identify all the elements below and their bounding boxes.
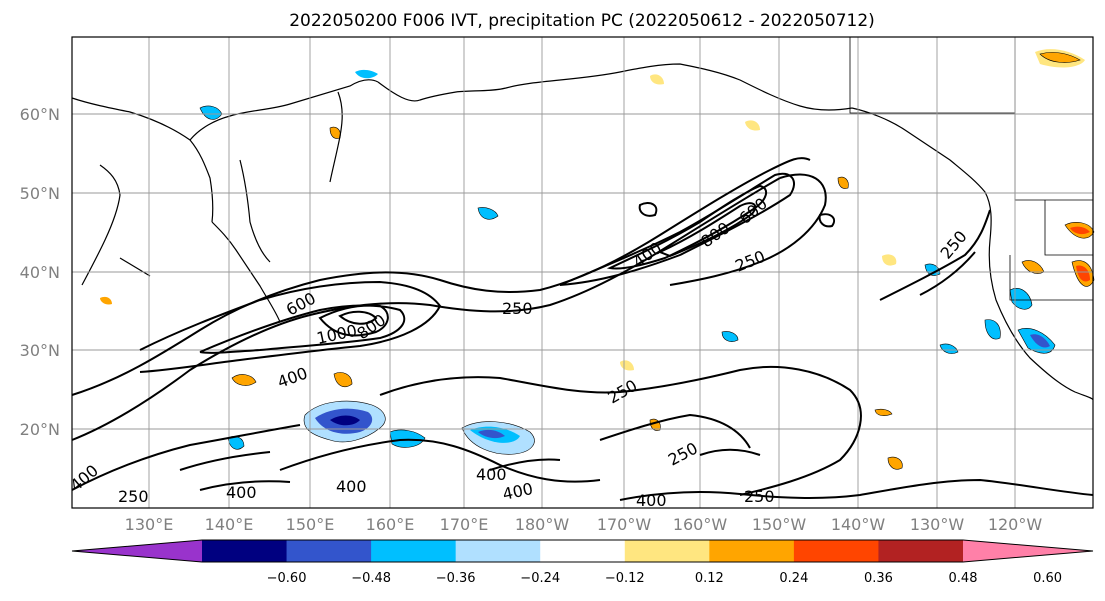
figure-title: 2022050200 F006 IVT, precipitation PC (2…	[289, 11, 875, 31]
colorbar-tick-label: −0.60	[267, 571, 307, 586]
colorbar-tick-label: 0.24	[779, 571, 808, 586]
longitude-label: 170°E	[440, 515, 489, 534]
colorbar-bin	[202, 540, 288, 562]
longitude-label: 150°E	[286, 515, 335, 534]
precipitation-shading	[100, 49, 1095, 470]
map-frame	[71, 36, 1094, 509]
longitude-label: 120°W	[988, 515, 1043, 534]
contour-label: 400	[336, 477, 367, 496]
contour-label: 250	[744, 487, 775, 506]
colorbar-bin	[540, 540, 626, 562]
colorbar-outline	[71, 539, 1094, 563]
colorbar-bin	[709, 540, 795, 562]
contour-label: 250	[118, 487, 149, 506]
latitude-label: 20°N	[20, 420, 60, 439]
colorbar-bin	[878, 540, 964, 562]
ocean-background	[72, 37, 1093, 508]
contour-label: 400	[476, 465, 507, 484]
colorbar-bin	[455, 540, 541, 562]
colorbar-tick-labels: −0.60 −0.48 −0.36 −0.24 −0.12 0.12 0.24 0.36 0.4…	[267, 571, 1062, 586]
colorbar-tick-label: −0.24	[520, 571, 560, 586]
contour-label: 400	[226, 483, 257, 502]
contour-label: 250	[502, 299, 533, 318]
colorbar-extend-max	[963, 540, 1093, 562]
latitude-label: 40°N	[20, 263, 60, 282]
latitude-label: 50°N	[20, 184, 60, 203]
longitude-label: 150°W	[752, 515, 807, 534]
colorbar	[71, 539, 1094, 563]
colorbar-bin	[286, 540, 372, 562]
latitude-label: 60°N	[20, 105, 60, 124]
colorbar-extend-min	[72, 540, 202, 562]
colorbar-tick-label: 0.36	[864, 571, 893, 586]
colorbar-tick-label: −0.48	[351, 571, 391, 586]
longitude-label: 160°W	[673, 515, 728, 534]
colorbar-tick-label: −0.36	[436, 571, 476, 586]
longitude-label: 140°E	[205, 515, 254, 534]
colorbar-bin	[371, 540, 457, 562]
contour-label: 400	[636, 491, 667, 510]
colorbar-bin	[624, 540, 710, 562]
ivt-contours	[71, 157, 1094, 501]
graticule	[72, 37, 1093, 508]
longitude-label: 160°E	[366, 515, 415, 534]
latitude-axis: 60°N 50°N 40°N 30°N 20°N	[20, 105, 60, 439]
coastlines	[71, 63, 1094, 401]
colorbar-tick-label: 0.60	[1033, 571, 1062, 586]
colorbar-tick-label: 0.12	[695, 571, 724, 586]
map-panel: 600 1000 800 400 250 250 400 800 600 250…	[66, 36, 1095, 510]
colorbar-tick-label: −0.12	[605, 571, 645, 586]
longitude-label: 130°E	[125, 515, 174, 534]
longitude-axis: 130°E 140°E 150°E 160°E 170°E 180°W 170°…	[125, 515, 1043, 534]
colorbar-bin	[793, 540, 879, 562]
longitude-label: 180°W	[515, 515, 570, 534]
colorbar-tick-label: 0.48	[949, 571, 978, 586]
latitude-label: 30°N	[20, 341, 60, 360]
longitude-label: 170°W	[597, 515, 652, 534]
longitude-label: 130°W	[910, 515, 965, 534]
longitude-label: 140°W	[831, 515, 886, 534]
